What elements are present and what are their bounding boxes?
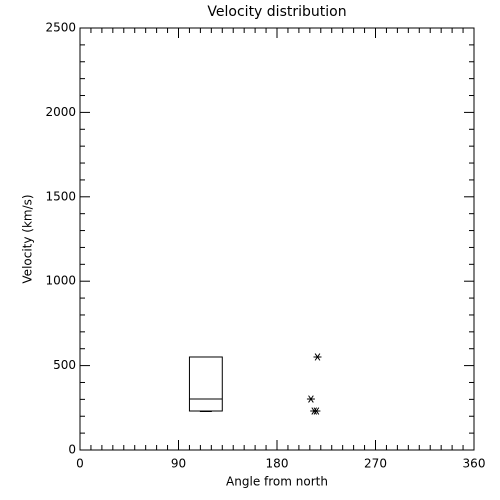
star-stroke	[313, 407, 320, 415]
y-tick-label: 1000	[45, 274, 76, 288]
x-tick-label: 360	[463, 457, 486, 471]
y-tick-label: 2500	[45, 21, 76, 35]
plot-frame	[79, 27, 475, 451]
x-tick-label: 270	[364, 457, 387, 471]
star-point	[313, 353, 322, 361]
star-point	[306, 395, 315, 403]
y-tick-label: 1500	[45, 189, 76, 203]
x-tick-label: 0	[76, 457, 84, 471]
x-tick-label: 180	[266, 457, 289, 471]
box	[188, 356, 223, 412]
star-stroke	[308, 395, 314, 403]
chart-title: Velocity distribution	[207, 4, 346, 20]
y-tick-label: 2000	[45, 105, 76, 119]
x-tick-label: 90	[171, 457, 186, 471]
y-axis-label: Velocity (km/s)	[21, 194, 35, 283]
star-point	[312, 407, 321, 415]
y-tick-label: 0	[68, 443, 76, 457]
x-axis-label: Angle from north	[226, 475, 328, 489]
star-stroke	[314, 353, 321, 361]
y-tick-label: 500	[53, 358, 76, 372]
